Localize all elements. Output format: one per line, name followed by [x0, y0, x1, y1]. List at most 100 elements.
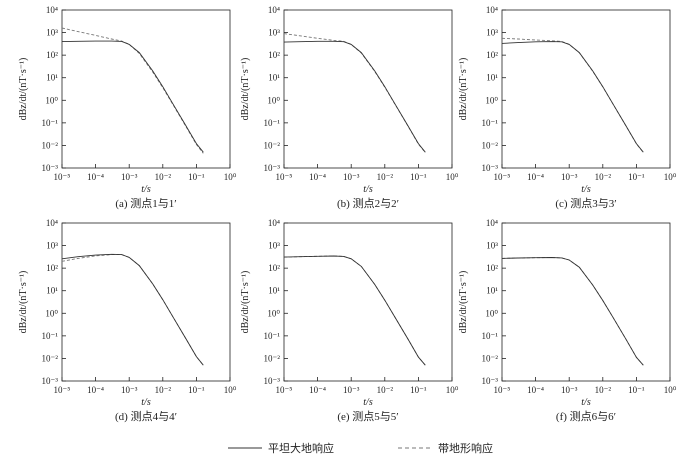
x-tick-label: 10⁰: [224, 172, 237, 182]
panel-caption: (e) 测点5与5′: [337, 410, 398, 423]
x-tick-label: 10⁰: [664, 385, 677, 395]
plot-frame: [61, 222, 231, 382]
y-tick-label: 10⁴: [486, 5, 498, 15]
chart-panel-a: 10⁻⁵ 10⁻⁴ 10⁻³ 10⁻² 10⁻¹ 10⁰ 10⁻³ 10⁻² 10⁻¹ 10⁰ 10…: [18, 5, 237, 210]
y-tick-label: 10⁻¹: [264, 331, 281, 341]
y-tick-label: 10⁻³: [264, 163, 281, 173]
y-axis-label: dBz/dt/(nT·s⁻¹): [240, 271, 251, 334]
series-line-flat: [501, 41, 644, 153]
plot-frame: [501, 222, 671, 382]
x-tick-label: 10⁻²: [155, 385, 172, 395]
x-axis-label: t/s: [141, 397, 151, 408]
x-tick-label: 10⁻³: [561, 172, 578, 182]
x-tick-label: 10⁻⁵: [54, 385, 71, 395]
x-tick-label: 10⁻¹: [410, 172, 427, 182]
chart-panel-b: 10⁻⁵ 10⁻⁴ 10⁻³ 10⁻² 10⁻¹ 10⁰ 10⁻³ 10⁻² 10⁻¹ 10⁰ 10…: [240, 5, 459, 210]
x-tick-label: 10⁻²: [377, 172, 394, 182]
chart-panel-c: 10⁻⁵ 10⁻⁴ 10⁻³ 10⁻² 10⁻¹ 10⁰ 10⁻³ 10⁻² 10⁻¹ 10⁰ 10…: [458, 5, 677, 210]
x-axis-label: t/s: [363, 184, 373, 195]
chart-panel-d: 10⁻⁵ 10⁻⁴ 10⁻³ 10⁻² 10⁻¹ 10⁰ 10⁻³ 10⁻² 10⁻¹ 10⁰ 10…: [18, 218, 237, 423]
y-tick-label: 10²: [486, 263, 498, 273]
y-tick-label: 10⁻³: [482, 376, 499, 386]
y-tick-label: 10¹: [46, 73, 58, 83]
panel-caption: (f) 测点6与6′: [556, 410, 616, 423]
panel-caption: (d) 测点4与4′: [115, 410, 177, 423]
y-tick-label: 10⁻³: [42, 163, 59, 173]
y-tick-label: 10²: [46, 263, 58, 273]
legend-label-terrain: 带地形响应: [438, 441, 493, 455]
y-tick-label: 10⁴: [268, 218, 280, 228]
y-tick-label: 10¹: [46, 286, 58, 296]
x-tick-label: 10⁻⁴: [87, 172, 104, 182]
y-tick-label: 10⁰: [267, 308, 280, 318]
y-tick-label: 10⁻¹: [482, 118, 499, 128]
y-tick-label: 10⁻¹: [482, 331, 499, 341]
x-axis-label: t/s: [581, 184, 591, 195]
y-tick-label: 10⁻²: [482, 353, 499, 363]
y-tick-label: 10⁻¹: [42, 118, 59, 128]
panel-caption: (a) 测点1与1′: [115, 197, 176, 210]
y-tick-label: 10⁰: [485, 308, 498, 318]
y-tick-label: 10⁰: [45, 95, 58, 105]
x-tick-label: 10⁰: [446, 385, 459, 395]
y-axis-label: dBz/dt/(nT·s⁻¹): [18, 271, 29, 334]
series-line-flat: [501, 257, 644, 366]
x-tick-label: 10⁻³: [343, 172, 360, 182]
x-tick-label: 10⁻²: [595, 172, 612, 182]
y-tick-label: 10³: [486, 28, 498, 38]
x-tick-label: 10⁰: [664, 172, 677, 182]
series-line-terrain: [61, 254, 204, 366]
x-tick-label: 10⁻⁴: [309, 385, 326, 395]
y-axis-label: dBz/dt/(nT·s⁻¹): [458, 271, 469, 334]
y-tick-label: 10⁻²: [482, 140, 499, 150]
x-tick-label: 10⁻²: [155, 172, 172, 182]
y-tick-label: 10²: [268, 263, 280, 273]
x-axis-label: t/s: [363, 397, 373, 408]
chart-panel-e: 10⁻⁵ 10⁻⁴ 10⁻³ 10⁻² 10⁻¹ 10⁰ 10⁻³ 10⁻² 10⁻¹ 10⁰ 10…: [240, 218, 459, 423]
y-tick-label: 10³: [268, 28, 280, 38]
x-tick-label: 10⁻³: [561, 385, 578, 395]
y-tick-label: 10⁰: [45, 308, 58, 318]
y-tick-label: 10³: [46, 241, 58, 251]
x-tick-label: 10⁻²: [377, 385, 394, 395]
plot-frame: [61, 9, 231, 169]
series-line-terrain: [501, 257, 644, 366]
x-tick-label: 10⁰: [224, 385, 237, 395]
y-tick-label: 10⁰: [485, 95, 498, 105]
panel-caption: (b) 测点2与2′: [337, 197, 399, 210]
y-tick-label: 10¹: [268, 73, 280, 83]
x-tick-label: 10⁻¹: [628, 385, 645, 395]
y-tick-label: 10⁰: [267, 95, 280, 105]
x-tick-label: 10⁻³: [121, 172, 138, 182]
series-line-flat: [61, 40, 204, 153]
x-tick-label: 10⁻¹: [628, 172, 645, 182]
series-line-flat: [283, 255, 426, 366]
plot-frame: [501, 9, 671, 169]
x-tick-label: 10⁻⁴: [527, 385, 544, 395]
y-tick-label: 10⁴: [268, 5, 280, 15]
chart-panel-f: 10⁻⁵ 10⁻⁴ 10⁻³ 10⁻² 10⁻¹ 10⁰ 10⁻³ 10⁻² 10⁻¹ 10⁰ 10…: [458, 218, 677, 423]
y-tick-label: 10⁻¹: [264, 118, 281, 128]
x-tick-label: 10⁻⁵: [494, 385, 511, 395]
y-tick-label: 10⁻³: [482, 163, 499, 173]
x-axis-label: t/s: [141, 184, 151, 195]
x-tick-label: 10⁻¹: [410, 385, 427, 395]
x-tick-label: 10⁻³: [121, 385, 138, 395]
plot-frame: [283, 222, 453, 382]
y-tick-label: 10⁴: [486, 218, 498, 228]
panels: 10⁻⁵ 10⁻⁴ 10⁻³ 10⁻² 10⁻¹ 10⁰ 10⁻³ 10⁻² 10⁻¹ 10⁰ 10…: [18, 5, 677, 423]
y-tick-label: 10⁻³: [264, 376, 281, 386]
x-tick-label: 10⁰: [446, 172, 459, 182]
y-tick-label: 10³: [46, 28, 58, 38]
x-tick-label: 10⁻¹: [188, 385, 205, 395]
y-tick-label: 10²: [486, 50, 498, 60]
plot-frame: [283, 9, 453, 169]
x-tick-label: 10⁻⁵: [276, 172, 293, 182]
y-tick-label: 10¹: [486, 73, 498, 83]
y-axis-label: dBz/dt/(nT·s⁻¹): [18, 58, 29, 121]
y-tick-label: 10⁴: [46, 5, 58, 15]
panel-caption: (c) 测点3与3′: [555, 197, 616, 210]
y-tick-label: 10⁴: [46, 218, 58, 228]
y-tick-label: 10²: [46, 50, 58, 60]
